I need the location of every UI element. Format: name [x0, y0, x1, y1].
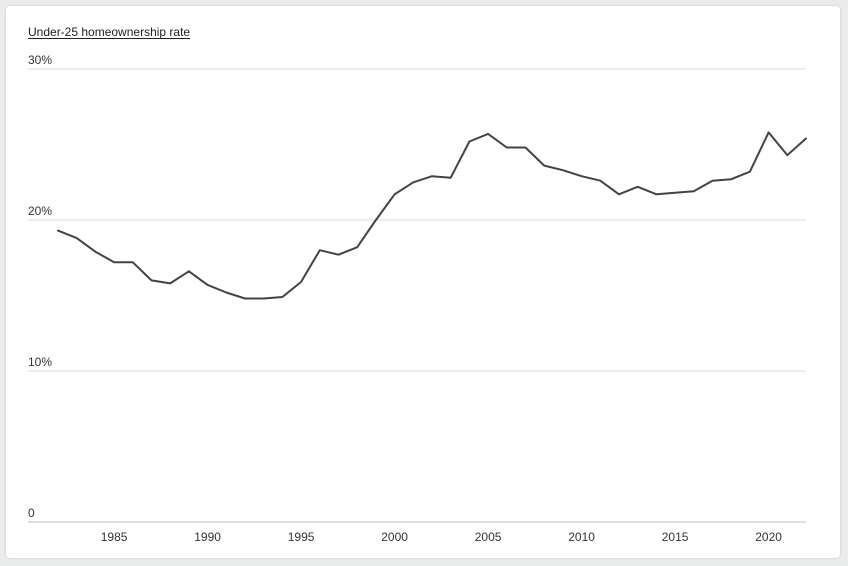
- y-tick-label: 30%: [28, 53, 52, 67]
- series-line: [57, 131, 807, 300]
- chart-title: Under-25 homeownership rate: [28, 25, 191, 39]
- x-tick-label: 2010: [568, 530, 595, 544]
- x-tick-label: 1985: [101, 530, 128, 544]
- x-tick-label: 2020: [755, 530, 782, 544]
- x-tick-label: 2005: [475, 530, 502, 544]
- x-tick-label: 1995: [288, 530, 315, 544]
- y-tick-label: 0: [28, 506, 35, 520]
- chart-card: [6, 6, 840, 558]
- x-tick-label: 2015: [662, 530, 689, 544]
- x-tick-label: 2000: [381, 530, 408, 544]
- x-tick-label: 1990: [194, 530, 221, 544]
- y-tick-label: 10%: [28, 355, 52, 369]
- y-tick-label: 20%: [28, 204, 52, 218]
